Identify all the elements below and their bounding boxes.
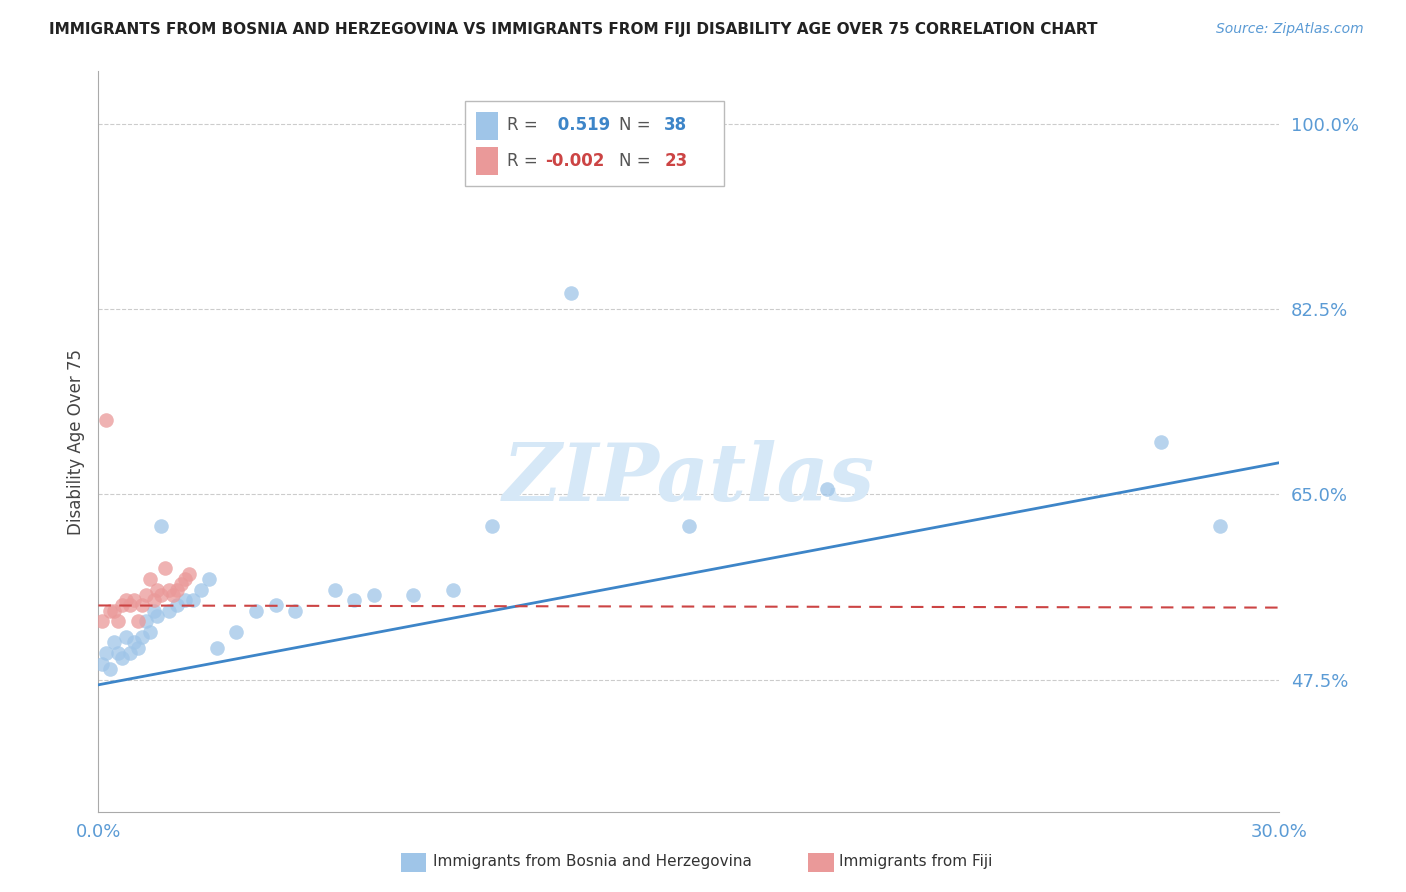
Text: IMMIGRANTS FROM BOSNIA AND HERZEGOVINA VS IMMIGRANTS FROM FIJI DISABILITY AGE OV: IMMIGRANTS FROM BOSNIA AND HERZEGOVINA V… [49,22,1098,37]
Point [91,657,114,671]
Text: Immigrants from Bosnia and Herzegovina: Immigrants from Bosnia and Herzegovina [433,855,752,869]
Point [245,604,267,618]
Point [118,646,141,660]
Text: R =: R = [508,117,538,135]
Point [135,588,157,602]
Point [103,604,125,618]
Point [146,609,169,624]
Point [174,593,197,607]
Point [155,561,177,575]
Point [150,519,173,533]
Point [142,604,165,618]
Point [323,582,346,597]
Point [166,582,188,597]
Point [166,599,188,613]
Point [131,630,153,644]
Text: 38: 38 [664,117,688,135]
Point [96,413,118,427]
Point [111,651,134,665]
Point [181,593,204,607]
Point [363,588,385,602]
Point [1209,519,1232,533]
Point [98,604,121,618]
Bar [477,147,498,175]
Point [815,482,838,496]
Point [157,582,180,597]
Point [197,572,219,586]
Point [157,604,180,618]
Text: 0.519: 0.519 [553,117,610,135]
Point [150,588,173,602]
Point [146,582,169,597]
Point [170,577,193,591]
Point [142,593,165,607]
Point [96,646,118,660]
Point [205,640,228,655]
Point [225,624,247,639]
Point [138,624,160,639]
Point [138,572,160,586]
Point [343,593,366,607]
Text: -0.002: -0.002 [546,152,605,170]
Point [115,630,138,644]
Point [91,615,114,629]
Bar [477,112,498,140]
FancyBboxPatch shape [464,101,724,186]
Point [131,599,153,613]
Point [162,588,184,602]
Point [174,572,197,586]
Y-axis label: Disability Age Over 75: Disability Age Over 75 [66,349,84,534]
Point [118,599,141,613]
Point [481,519,503,533]
Point [107,615,129,629]
Point [177,566,200,581]
Point [98,662,121,676]
Text: R =: R = [508,152,538,170]
Text: N =: N = [619,152,651,170]
Point [115,593,138,607]
Text: Immigrants from Fiji: Immigrants from Fiji [839,855,993,869]
Point [1150,434,1173,449]
Point [111,599,134,613]
Point [441,582,464,597]
Point [264,599,287,613]
Text: N =: N = [619,117,651,135]
Text: 23: 23 [664,152,688,170]
Point [402,588,425,602]
Point [122,593,145,607]
Point [190,582,212,597]
Point [122,635,145,649]
Text: ZIPatlas: ZIPatlas [503,440,875,517]
Point [127,615,149,629]
Point [135,615,157,629]
Point [560,286,582,301]
Text: Source: ZipAtlas.com: Source: ZipAtlas.com [1216,22,1364,37]
Point [284,604,307,618]
Point [678,519,700,533]
Point [127,640,149,655]
Point [107,646,129,660]
Point [103,635,125,649]
